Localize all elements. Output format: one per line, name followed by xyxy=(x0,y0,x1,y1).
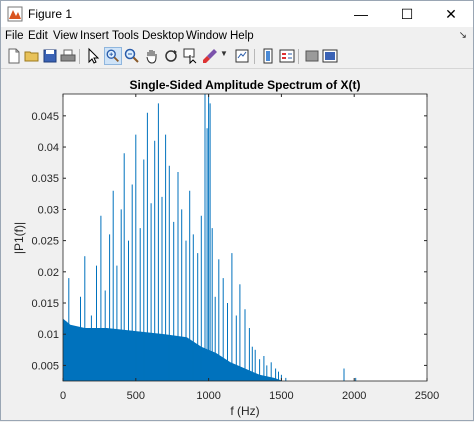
noise-floor-area xyxy=(63,318,282,381)
title-bar: Figure 1 — ☐ ✕ xyxy=(1,1,473,27)
x-tick-label: 1000 xyxy=(196,390,220,402)
menu-help[interactable]: Help xyxy=(230,30,254,42)
maximize-button[interactable]: ☐ xyxy=(400,6,414,22)
minimize-button[interactable]: — xyxy=(354,6,368,22)
toolbar-separator xyxy=(298,49,299,64)
brush-dropdown-icon[interactable]: ▼ xyxy=(220,49,228,58)
new-figure-icon[interactable] xyxy=(5,47,23,65)
pan-icon[interactable] xyxy=(143,47,161,65)
close-button[interactable]: ✕ xyxy=(445,6,457,22)
open-file-icon[interactable] xyxy=(23,47,41,65)
x-tick-label: 2000 xyxy=(342,390,366,402)
zoom-in-icon[interactable] xyxy=(104,47,122,65)
menu-file[interactable]: File xyxy=(5,30,24,42)
data-cursor-icon[interactable] xyxy=(182,47,200,65)
print-icon[interactable] xyxy=(59,47,77,65)
menu-tools[interactable]: Tools xyxy=(112,30,139,42)
dock-figure-icon[interactable]: ↘ xyxy=(458,30,467,41)
toolbar-separator xyxy=(254,49,255,64)
y-tick-label: 0.045 xyxy=(31,111,59,123)
y-tick-label: 0.02 xyxy=(38,267,59,279)
y-tick-label: 0.005 xyxy=(31,360,59,372)
link-icon[interactable] xyxy=(233,47,251,65)
show-plot-tools-icon[interactable] xyxy=(321,47,339,65)
save-icon[interactable] xyxy=(41,47,59,65)
chart-title: Single-Sided Amplitude Spectrum of X(t) xyxy=(130,78,361,92)
y-tick-label: 0.01 xyxy=(38,329,59,341)
legend-icon[interactable] xyxy=(278,47,296,65)
menu-desktop[interactable]: Desktop xyxy=(142,30,185,42)
y-tick-label: 0.015 xyxy=(31,298,59,310)
colorbar-icon[interactable] xyxy=(259,47,277,65)
menu-window[interactable]: Window xyxy=(186,30,227,42)
y-tick-label: 0.04 xyxy=(38,142,59,154)
y-tick-label: 0.025 xyxy=(31,236,59,248)
window-title: Figure 1 xyxy=(28,7,73,21)
menu-view[interactable]: View xyxy=(53,30,78,42)
x-axis-label: f (Hz) xyxy=(230,404,259,418)
toolbar-separator xyxy=(79,49,80,64)
menu-bar: File Edit View Insert Tools Desktop Wind… xyxy=(1,28,473,46)
figure-toolbar: ▼ xyxy=(1,46,473,69)
rotate-icon[interactable] xyxy=(162,47,180,65)
x-tick-label: 0 xyxy=(60,390,66,402)
x-tick-label: 500 xyxy=(127,390,145,402)
matlab-figure-icon xyxy=(7,6,23,22)
x-tick-label: 1500 xyxy=(269,390,293,402)
zoom-out-icon[interactable] xyxy=(123,47,141,65)
menu-insert[interactable]: Insert xyxy=(80,30,109,42)
select-arrow-icon[interactable] xyxy=(84,47,102,65)
menu-edit[interactable]: Edit xyxy=(28,30,48,42)
hide-plot-tools-icon[interactable] xyxy=(303,47,321,65)
brush-icon[interactable] xyxy=(201,47,219,65)
y-tick-label: 0.035 xyxy=(31,173,59,185)
axes-box xyxy=(62,93,428,382)
x-tick-label: 2500 xyxy=(415,390,439,402)
y-tick-label: 0.03 xyxy=(38,204,59,216)
y-axis-label: |P1(f)| xyxy=(12,222,26,254)
